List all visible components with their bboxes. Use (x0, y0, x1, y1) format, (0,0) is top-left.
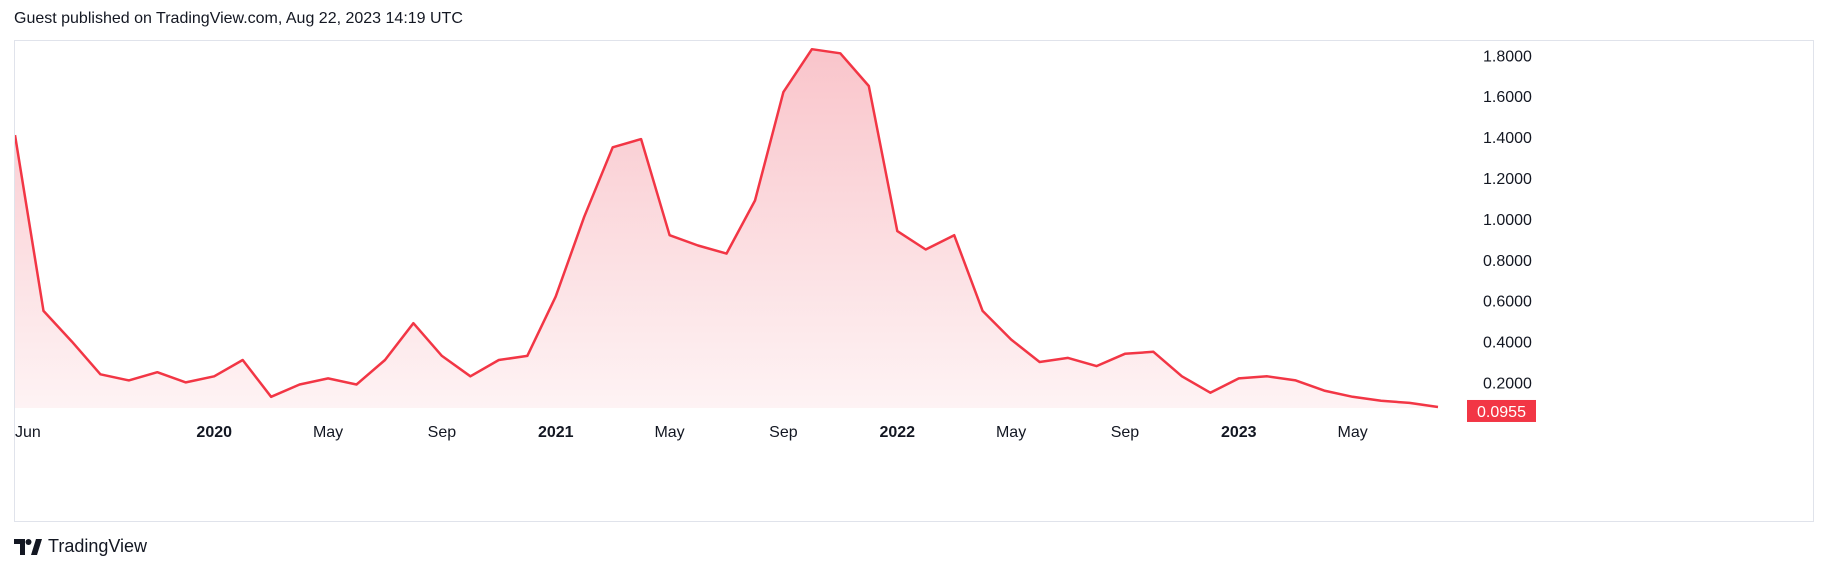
last-value-badge-text: 0.0955 (1477, 404, 1526, 421)
x-axis: Jun 2020 May Sep 2021 May Sep 2022 May Sep 2023 May (15, 424, 1368, 441)
y-tick-label: 1.0000 (1483, 212, 1532, 229)
x-tick-label: 2023 (1221, 424, 1257, 441)
y-tick-label: 1.2000 (1483, 171, 1532, 188)
y-tick-label: 1.8000 (1483, 48, 1532, 65)
series-line (15, 47, 1439, 409)
y-tick-label: 0.4000 (1483, 335, 1532, 352)
y-tick-label: 1.6000 (1483, 89, 1532, 106)
y-tick-label: 0.2000 (1483, 375, 1532, 392)
x-tick-label: May (313, 424, 343, 441)
tradingview-logo-icon (14, 538, 42, 555)
series-line-layer (15, 47, 1439, 409)
x-tick-label: May (1338, 424, 1368, 441)
x-tick-label: 2022 (879, 424, 915, 441)
x-tick-label: Jun (15, 424, 41, 441)
last-value-badge (1467, 399, 1536, 422)
x-tick-label: Sep (1111, 424, 1140, 441)
x-tick-label: Sep (428, 424, 457, 441)
x-tick-label: May (996, 424, 1026, 441)
published-by-text: Guest published on TradingView.com, Aug … (14, 10, 463, 27)
x-tick-label: 2020 (196, 424, 232, 441)
y-axis: 0.2000 0.4000 0.6000 0.8000 1.0000 1.2000 1.40… (1483, 48, 1532, 392)
price-chart[interactable]: 0.2000 0.4000 0.6000 0.8000 1.0000 1.2000 1.40… (15, 41, 1815, 523)
tradingview-logo[interactable]: TradingView (14, 536, 147, 557)
last-value-badge-layer: 0.0955 (1467, 399, 1536, 422)
area-fill-layer (15, 49, 1438, 408)
x-tick-label: Sep (769, 424, 798, 441)
series-area-fill (15, 49, 1438, 408)
x-tick-label: May (654, 424, 684, 441)
y-tick-label: 0.6000 (1483, 294, 1532, 311)
tradingview-brand-name: TradingView (48, 536, 148, 556)
y-tick-label: 1.4000 (1483, 130, 1532, 147)
x-tick-label: 2021 (538, 424, 574, 441)
chart-frame[interactable]: 0.2000 0.4000 0.6000 0.8000 1.0000 1.2000 1.40… (14, 40, 1814, 522)
y-tick-label: 0.8000 (1483, 253, 1532, 270)
